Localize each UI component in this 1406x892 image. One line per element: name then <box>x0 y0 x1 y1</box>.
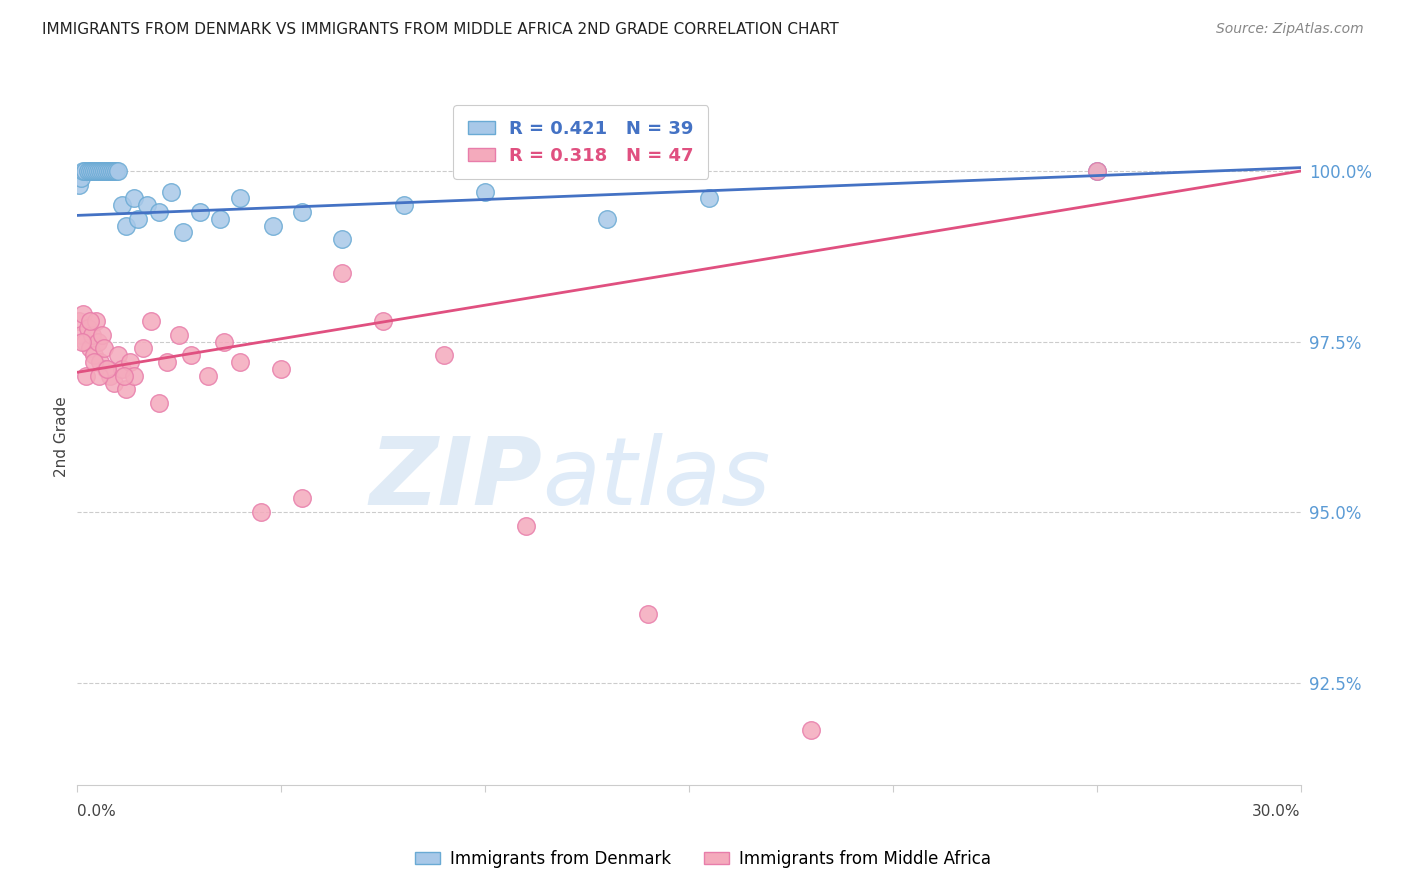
Point <box>160 185 183 199</box>
Point <box>188 205 211 219</box>
Text: atlas: atlas <box>543 434 770 524</box>
Point <box>76 164 98 178</box>
Point <box>515 518 537 533</box>
Point <box>80 164 103 178</box>
Point <box>70 327 93 342</box>
Point <box>70 170 93 185</box>
Point <box>80 327 103 342</box>
Point <box>70 334 93 349</box>
Point <box>83 164 105 178</box>
Point <box>637 607 659 622</box>
Point <box>124 368 146 383</box>
Point <box>229 355 252 369</box>
Point <box>169 327 191 342</box>
Point <box>332 232 354 246</box>
Point <box>75 164 97 178</box>
Point <box>76 321 98 335</box>
Point <box>332 266 354 280</box>
Point <box>93 164 115 178</box>
Point <box>115 219 138 233</box>
Point <box>197 368 219 383</box>
Point <box>270 362 292 376</box>
Text: 30.0%: 30.0% <box>1253 805 1301 819</box>
Point <box>250 505 273 519</box>
Point <box>93 342 115 356</box>
Point <box>67 178 90 192</box>
Point <box>124 191 146 205</box>
Point <box>75 334 97 349</box>
Point <box>699 191 721 205</box>
Point <box>94 362 117 376</box>
Point <box>97 164 120 178</box>
Point <box>148 396 170 410</box>
Point <box>1085 164 1108 178</box>
Point <box>79 314 101 328</box>
Point <box>107 164 129 178</box>
Point <box>87 334 110 349</box>
Point <box>139 314 162 328</box>
Point <box>131 342 153 356</box>
Point <box>135 198 157 212</box>
Point <box>90 327 112 342</box>
Point <box>212 334 235 349</box>
Point <box>103 376 125 390</box>
Point <box>433 348 456 362</box>
Point <box>87 368 110 383</box>
Point <box>291 205 314 219</box>
Point <box>156 355 179 369</box>
Text: Source: ZipAtlas.com: Source: ZipAtlas.com <box>1216 22 1364 37</box>
Point <box>392 198 415 212</box>
Point <box>103 164 125 178</box>
Point <box>120 355 142 369</box>
Point <box>83 348 105 362</box>
Point <box>98 164 121 178</box>
Point <box>84 314 107 328</box>
Point <box>229 191 252 205</box>
Point <box>75 368 97 383</box>
Point <box>79 164 101 178</box>
Point <box>94 164 117 178</box>
Legend: Immigrants from Denmark, Immigrants from Middle Africa: Immigrants from Denmark, Immigrants from… <box>408 844 998 875</box>
Point <box>107 348 129 362</box>
Point <box>84 164 107 178</box>
Point <box>148 205 170 219</box>
Point <box>474 185 496 199</box>
Legend: R = 0.421   N = 39, R = 0.318   N = 47: R = 0.421 N = 39, R = 0.318 N = 47 <box>453 105 709 179</box>
Point <box>79 342 101 356</box>
Point <box>262 219 284 233</box>
Point <box>67 314 90 328</box>
Point <box>89 164 111 178</box>
Point <box>800 723 823 738</box>
Point <box>98 368 121 383</box>
Point <box>111 198 134 212</box>
Point <box>172 226 194 240</box>
Point <box>111 362 134 376</box>
Point <box>371 314 394 328</box>
Point <box>112 368 135 383</box>
Point <box>89 355 111 369</box>
Point <box>72 307 94 321</box>
Point <box>291 491 314 506</box>
Point <box>180 348 202 362</box>
Point <box>596 211 619 226</box>
Text: IMMIGRANTS FROM DENMARK VS IMMIGRANTS FROM MIDDLE AFRICA 2ND GRADE CORRELATION C: IMMIGRANTS FROM DENMARK VS IMMIGRANTS FR… <box>42 22 839 37</box>
Point <box>90 164 112 178</box>
Text: 0.0%: 0.0% <box>77 805 117 819</box>
Point <box>96 362 118 376</box>
Point <box>1085 164 1108 178</box>
Point <box>209 211 232 226</box>
Point <box>83 355 105 369</box>
Point <box>72 164 94 178</box>
Point <box>87 164 110 178</box>
Point <box>128 211 150 226</box>
Y-axis label: 2nd Grade: 2nd Grade <box>53 397 69 477</box>
Text: ZIP: ZIP <box>370 433 543 524</box>
Point <box>101 164 124 178</box>
Point <box>105 164 128 178</box>
Point <box>115 382 138 396</box>
